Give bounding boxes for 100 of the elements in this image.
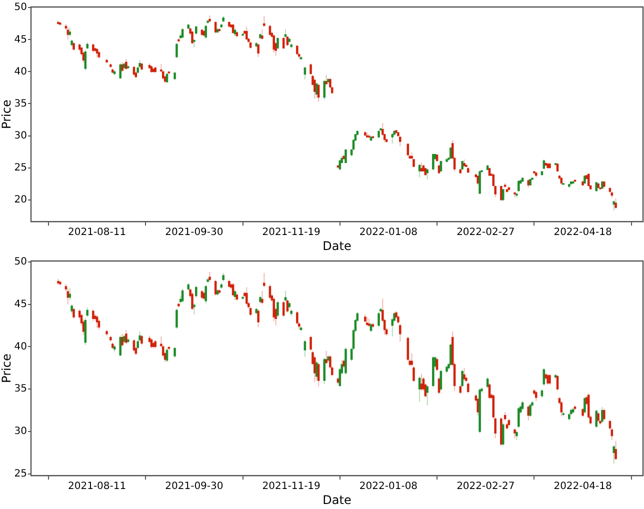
y-tick-label: 30 (14, 426, 27, 438)
y-tick-label: 40 (14, 341, 27, 352)
candlestick (284, 290, 287, 302)
candlestick (121, 62, 124, 72)
candlestick (426, 384, 428, 406)
candlestick (204, 24, 207, 40)
y-tick-label: 30 (14, 130, 27, 142)
candlestick (276, 300, 279, 318)
candlestick (461, 160, 464, 171)
candlestick (176, 42, 178, 59)
candlestick (84, 317, 87, 346)
candlestick (382, 122, 384, 136)
candlestick (467, 382, 470, 394)
candlestick (500, 185, 502, 202)
candlestick (518, 180, 520, 192)
candlestick (261, 290, 264, 305)
candlestick (70, 304, 73, 314)
candlestick (261, 28, 264, 40)
x-axis-title: Date (322, 238, 352, 253)
x-tick-label: 2022-01-08 (359, 481, 418, 492)
candlestick (125, 329, 128, 345)
candlestick (68, 288, 71, 301)
x-tick-label: 2021-09-30 (165, 481, 224, 492)
candlestick (426, 168, 428, 180)
candlestick (478, 170, 481, 195)
candlestick (584, 396, 586, 414)
candlestick (612, 200, 615, 212)
candlestick (595, 408, 598, 429)
y-tick-label: 20 (14, 194, 27, 206)
candlestick (323, 80, 326, 100)
candlestick (432, 153, 434, 171)
candlestick (518, 406, 520, 429)
candlestick (263, 272, 266, 288)
candlestick (436, 357, 438, 372)
candlestick (176, 308, 178, 330)
candlestick (86, 307, 88, 318)
candlestick (463, 367, 466, 382)
candlestick (276, 36, 279, 50)
x-axis-title: Date (322, 492, 352, 507)
candlestick (282, 36, 285, 50)
candlestick (378, 311, 380, 328)
candlestick (121, 333, 124, 348)
candlestick (246, 286, 248, 306)
candlestick (257, 308, 260, 328)
candlestick (272, 296, 275, 322)
candlestick (310, 62, 312, 76)
candlestick (366, 316, 368, 327)
x-tick-label: 2021-08-11 (68, 481, 126, 492)
candlestick (412, 366, 415, 383)
candlestick (546, 373, 549, 386)
candlestick (195, 285, 198, 298)
candlestick (72, 307, 75, 320)
candlestick (92, 308, 94, 322)
candlestick (614, 198, 617, 210)
candlestick (514, 428, 516, 439)
y-tick-label: 50 (14, 2, 27, 14)
candlestick (257, 43, 260, 58)
y-tick-label: 50 (14, 256, 27, 268)
candlestick (119, 62, 122, 80)
candlestick (166, 348, 168, 362)
candlestick (486, 376, 489, 389)
candlestick (272, 34, 275, 53)
candlestick (191, 30, 194, 45)
x-tick-label: 2021-08-11 (68, 227, 126, 238)
candlestick (208, 272, 211, 282)
candlestick (399, 323, 402, 342)
candlestick (420, 373, 423, 392)
y-tick-label: 40 (14, 66, 27, 78)
y-axis-title: Price (0, 354, 14, 383)
candlestick (204, 284, 207, 304)
x-tick-label: 2022-02-27 (456, 227, 515, 238)
x-tick-label: 2022-01-08 (359, 227, 418, 238)
candlestick (597, 411, 600, 423)
candlestick (310, 335, 312, 352)
candlestick (391, 132, 394, 144)
candlestick (193, 302, 196, 315)
candlestick (418, 376, 421, 402)
candlestick (582, 407, 584, 418)
candlestick (438, 376, 440, 395)
candlestick (296, 310, 298, 326)
candlestick (450, 342, 452, 367)
candlestick (529, 403, 532, 418)
candlestick (214, 20, 217, 34)
candlestick (516, 430, 518, 440)
candlestick (535, 390, 538, 402)
candlestick (612, 444, 615, 464)
x-tick-label: 2021-11-19 (262, 227, 320, 238)
candlestick (418, 163, 421, 178)
y-axis-title: Price (0, 100, 14, 129)
candlestick (325, 74, 328, 86)
x-tick-label: 2021-09-30 (165, 227, 224, 238)
candlestick (410, 352, 413, 367)
candlestick (263, 15, 266, 28)
candlestick (140, 334, 143, 346)
x-tick-label: 2022-02-27 (456, 481, 515, 492)
y-tick-label: 45 (14, 34, 27, 46)
x-tick-label: 2022-04-18 (554, 227, 612, 238)
candlestick (461, 369, 464, 388)
candlestick (459, 384, 462, 395)
candlestick (601, 406, 604, 424)
